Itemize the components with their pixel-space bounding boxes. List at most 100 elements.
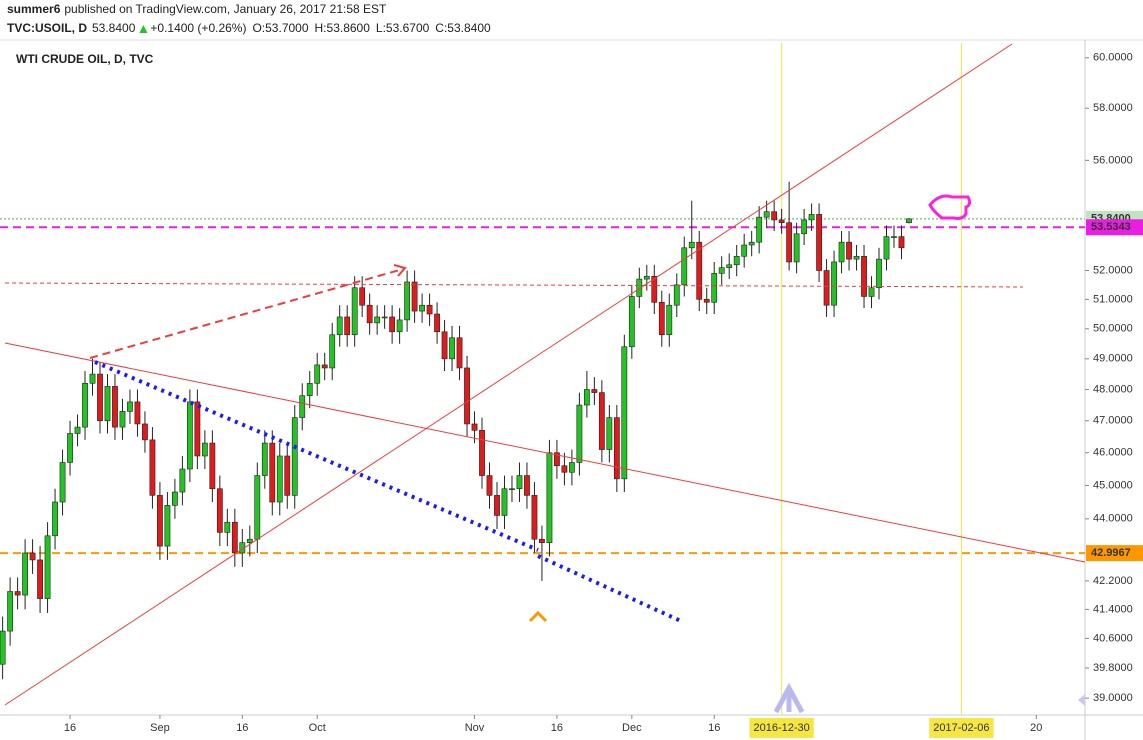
candle-body [569,462,575,473]
candle-body [89,373,96,384]
candle-body [254,475,261,540]
candle-body [741,244,748,257]
candle-body [793,233,800,263]
y-tick-label: 41.4000 [1093,603,1133,615]
candle-body [801,219,808,235]
caret-marker [528,610,548,623]
candle-body [598,392,605,450]
y-tick-label: 52.0000 [1093,264,1133,276]
dashed-level [4,282,1024,288]
candle-body [321,364,328,369]
candle-body [216,488,223,533]
candle-body [711,273,718,303]
candle-body [748,241,755,246]
candle-body [726,264,733,268]
candle-body [703,299,710,303]
candle-body [786,222,793,263]
candle-body [606,417,613,450]
candle-body [853,255,860,260]
candle-body [0,630,6,665]
trend-line [4,43,1013,706]
x-tick-label: Nov [465,722,485,734]
y-tick-label: 58.0000 [1093,102,1133,114]
published-note: published on TradingView.com, January 26… [64,2,387,16]
candle-body [164,505,171,547]
up-arrow-marker [773,682,805,714]
x-tick-label: 16 [551,722,563,734]
candle-body [201,442,208,457]
candle-body [643,275,650,280]
candle-body [44,535,51,599]
y-tick-label: 49.0000 [1093,353,1133,365]
candle-body [696,241,703,300]
date-tag-label: 2016-12-30 [753,722,809,734]
hand-icon [928,194,972,220]
candle-body [441,331,448,360]
y-tick-label: 39.0000 [1093,692,1133,704]
candle-body [157,495,163,547]
candle-body [898,236,905,249]
candle-body [291,417,298,496]
candle-body [37,559,43,599]
candle-body [269,442,276,503]
candle-body [284,455,291,496]
candle-body [7,591,14,632]
candle-body [426,304,433,315]
ohlc-value: C:53.8400 [435,21,491,35]
candle-body [404,281,411,321]
candle-body [673,284,680,306]
candle-body [97,373,103,422]
candle-body [861,255,867,297]
candle-body [621,346,628,480]
candle-body [583,389,590,406]
arrow-marker [1078,694,1085,706]
candle-body [127,401,133,412]
y-tick-label: 44.0000 [1093,513,1133,525]
author: summer6 [7,2,61,16]
y-tick-label: 42.2000 [1093,575,1133,587]
candle-body [336,316,343,336]
ohlc-value: O:53.7000 [252,21,308,35]
candle-body [576,404,583,463]
candle-body [681,247,688,286]
candle-body [591,389,598,393]
candle-body [329,334,336,369]
candle-body [351,287,358,336]
dotted-trend-line [537,554,684,624]
candle-body [613,417,620,480]
x-tick-label: 16 [236,722,248,734]
x-tick-label: Oct [309,722,326,734]
candle-body [539,538,545,543]
candle-body [816,214,822,271]
x-tick-label: 20 [1030,722,1042,734]
candle-body [366,304,373,324]
candle-body [509,488,515,491]
candle-body [299,395,306,418]
candle-body [464,367,470,425]
arrow-head [393,264,407,277]
candle-body [771,211,778,221]
price-tag-label: 53.5343 [1091,221,1131,233]
candle-body [179,468,186,493]
candle-body [688,241,695,249]
candle-body [546,452,553,543]
last-price: 53.8400 [92,21,136,35]
dashed-arrow-line [89,268,404,359]
candle-body [718,267,725,274]
candle-body [134,401,141,425]
candle-body [628,296,635,348]
y-tick-label: 39.8000 [1093,662,1133,674]
candle-body [14,591,21,596]
candle-body [59,462,66,503]
y-tick-label: 48.0000 [1093,383,1133,395]
candle-body [52,501,58,537]
candle-body [29,552,36,561]
candle-body [231,521,238,554]
price-tag [1086,219,1143,236]
candle-body [224,521,231,533]
candle-body [494,495,500,516]
candle-body [666,304,673,336]
candle-body [524,475,530,496]
candle-body [831,261,837,306]
